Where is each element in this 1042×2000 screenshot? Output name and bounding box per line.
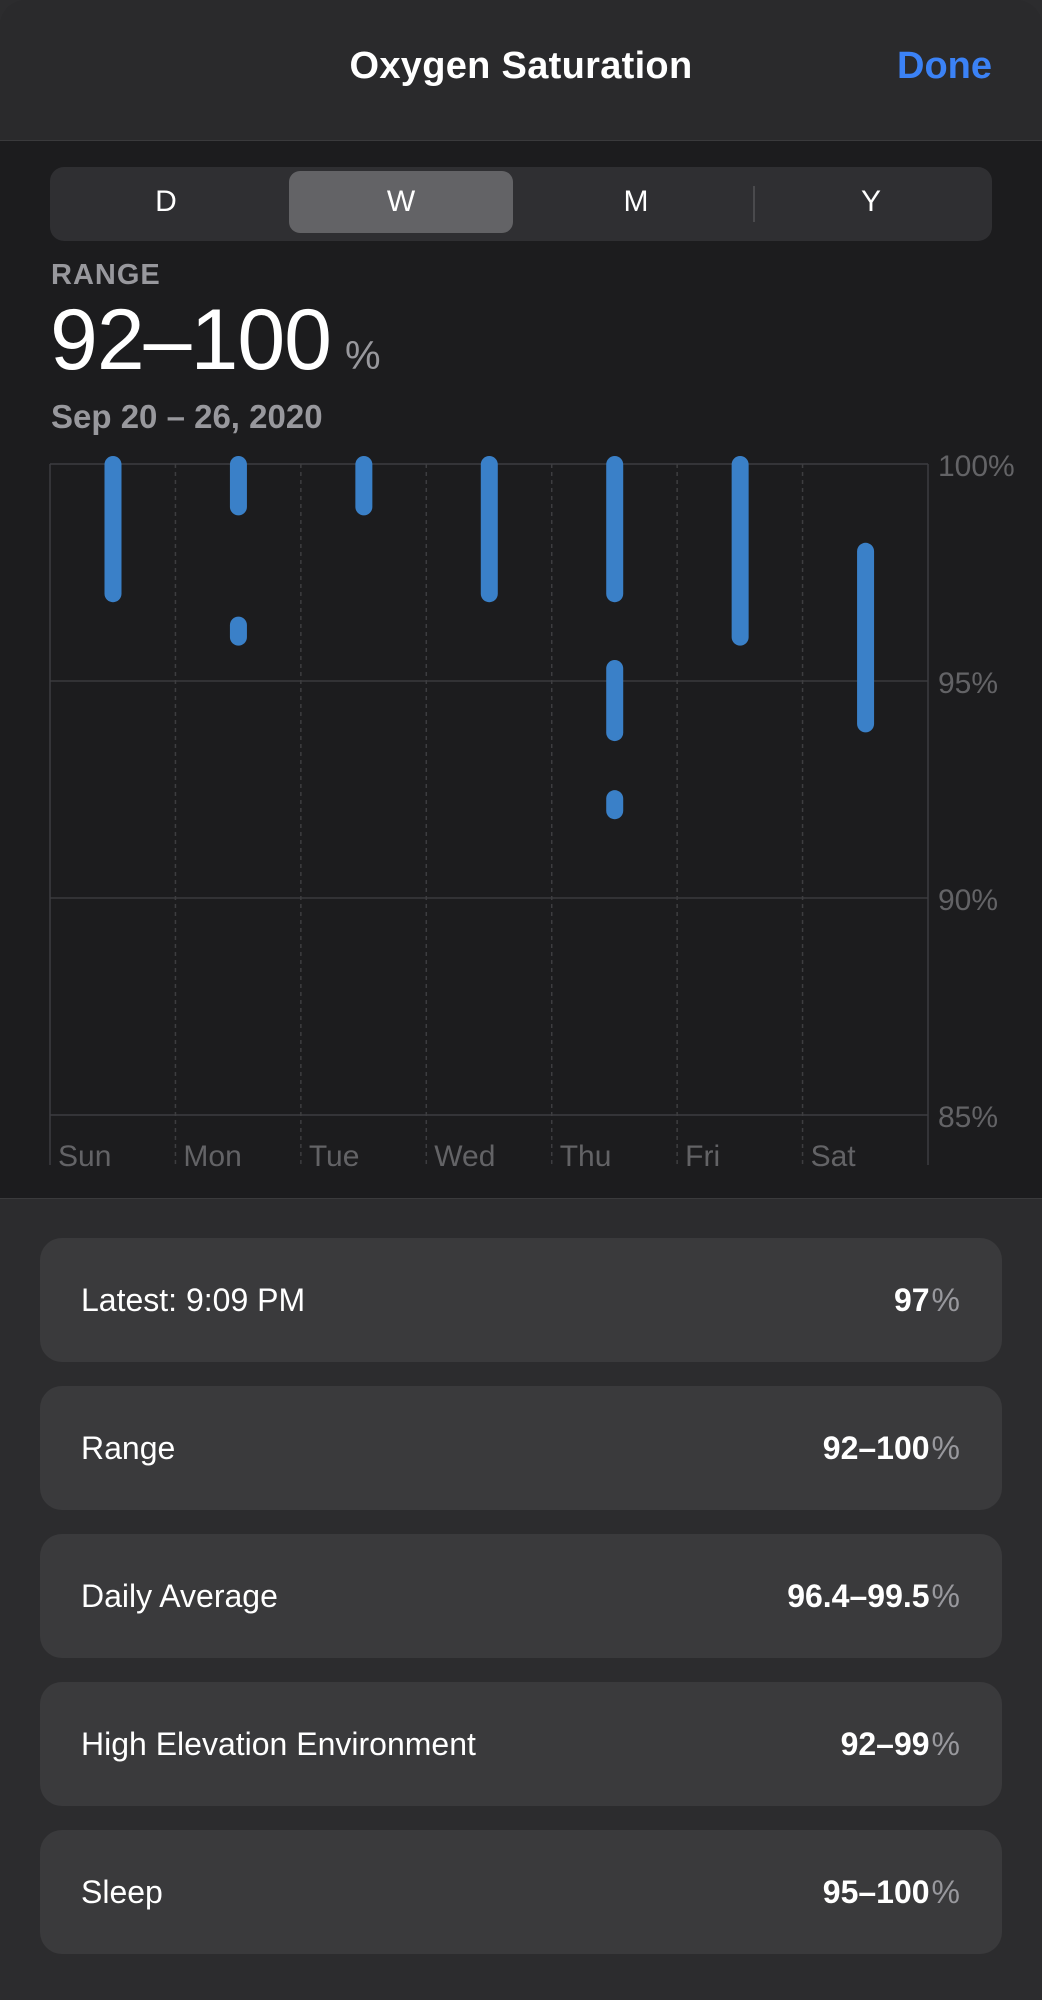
range-bar: [355, 456, 373, 516]
range-bar: [480, 456, 498, 603]
x-tick-label: Thu: [560, 1140, 612, 1173]
segment-week[interactable]: W: [289, 171, 513, 233]
stat-row-high-elevation[interactable]: High Elevation Environment 92–99%: [40, 1682, 1002, 1806]
stat-label: Daily Average: [81, 1578, 278, 1614]
oxygen-saturation-chart[interactable]: 100% 95% 90% 85% Sun Mon Tue Wed Thu Fri Sat: [0, 141, 1042, 1198]
range-bar: [104, 456, 122, 603]
segment-year[interactable]: Y: [860, 185, 881, 218]
time-range-segmented-control: D W M Y: [50, 167, 992, 241]
stat-label: Latest: 9:09 PM: [81, 1282, 306, 1318]
range-bar: [606, 659, 624, 742]
stat-number: 92–99: [840, 1726, 930, 1762]
x-tick-label: Tue: [309, 1140, 360, 1173]
stat-unit: %: [931, 1874, 960, 1910]
done-button[interactable]: Done: [897, 45, 992, 87]
stat-unit: %: [931, 1578, 960, 1614]
y-tick-label: 90%: [938, 884, 998, 917]
segment-month[interactable]: M: [623, 185, 649, 218]
stat-value: 92–100%: [823, 1386, 960, 1510]
page-title: Oxygen Saturation: [349, 45, 693, 87]
stat-label: High Elevation Environment: [81, 1726, 476, 1762]
range-bar: [857, 542, 875, 733]
stat-label: Range: [81, 1430, 176, 1466]
stat-unit: %: [931, 1430, 960, 1466]
stat-row-range[interactable]: Range 92–100%: [40, 1386, 1002, 1510]
range-label: RANGE: [51, 259, 161, 291]
stat-unit: %: [931, 1726, 960, 1762]
x-tick-label: Mon: [183, 1140, 241, 1173]
range-bar: [229, 616, 247, 646]
stat-value: 97%: [894, 1238, 960, 1362]
range-value: 92–100%: [50, 291, 381, 390]
segment-divider: [753, 186, 755, 222]
stat-row-daily-average[interactable]: Daily Average 96.4–99.5%: [40, 1534, 1002, 1658]
stat-row-sleep[interactable]: Sleep 95–100%: [40, 1830, 1002, 1954]
stat-value: 96.4–99.5%: [787, 1534, 960, 1658]
x-tick-label: Sat: [811, 1140, 857, 1173]
chart-panel: D W M Y RANGE 92–100% Sep 20 – 26, 2020 …: [0, 141, 1042, 1199]
date-range: Sep 20 – 26, 2020: [51, 398, 323, 435]
segment-day[interactable]: D: [155, 185, 177, 218]
stat-row-latest[interactable]: Latest: 9:09 PM 97%: [40, 1238, 1002, 1362]
stat-number: 92–100: [822, 1430, 930, 1466]
y-tick-label: 95%: [938, 667, 998, 700]
stat-number: 97: [893, 1282, 930, 1318]
range-bar: [229, 456, 247, 516]
x-tick-label: Wed: [434, 1140, 495, 1173]
y-tick-label: 85%: [938, 1101, 998, 1134]
stat-value: 95–100%: [823, 1830, 960, 1954]
y-tick-label: 100%: [938, 450, 1015, 483]
stat-unit: %: [931, 1282, 960, 1318]
x-tick-label: Fri: [685, 1140, 720, 1173]
x-tick-label: Sun: [58, 1140, 111, 1173]
stat-number: 95–100: [822, 1874, 930, 1910]
range-value-unit: %: [344, 334, 381, 378]
range-bar: [731, 456, 749, 646]
stat-number: 96.4–99.5: [787, 1578, 930, 1614]
stat-value: 92–99%: [841, 1682, 960, 1806]
stat-label: Sleep: [81, 1874, 163, 1910]
range-value-number: 92–100: [50, 292, 332, 388]
range-bar: [606, 790, 624, 820]
range-bar: [606, 456, 624, 603]
navigation-bar: Oxygen Saturation Done: [0, 0, 1042, 141]
